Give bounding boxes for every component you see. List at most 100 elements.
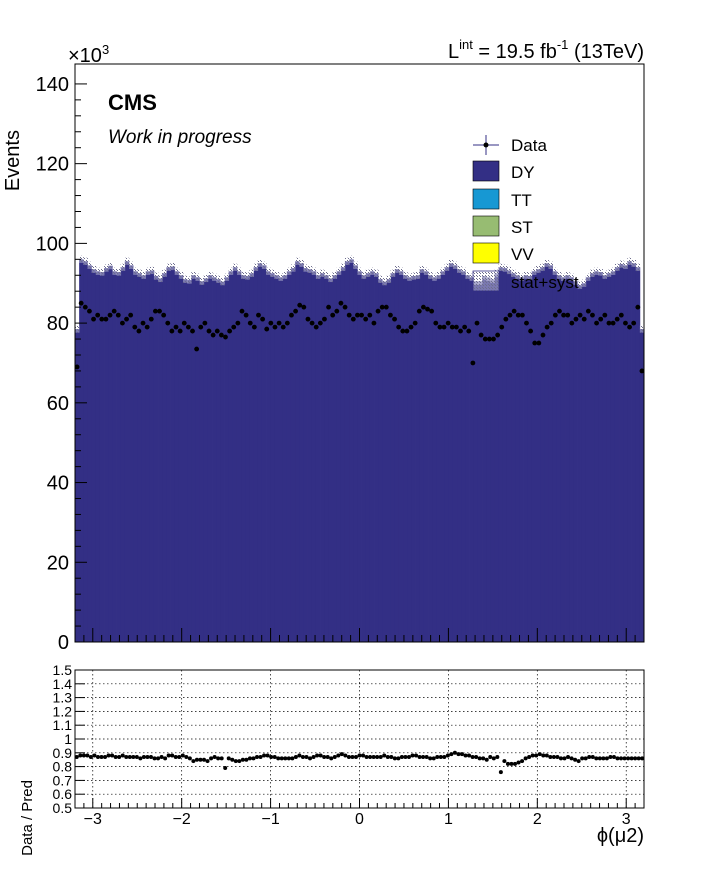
dy-bar — [448, 263, 454, 642]
data-point — [598, 316, 604, 322]
unc-box — [220, 278, 225, 286]
ratio-point — [629, 756, 634, 761]
ratio-point — [205, 759, 210, 764]
dy-bar — [490, 279, 495, 642]
unc-box — [428, 271, 433, 279]
dy-bar — [158, 278, 163, 642]
ratio-point — [117, 754, 122, 759]
dy-bar — [365, 273, 371, 642]
data-point — [317, 320, 323, 326]
dy-bar — [99, 272, 105, 642]
ratio-point — [558, 756, 563, 761]
unc-box — [266, 267, 271, 275]
ratio-point — [216, 756, 221, 761]
y-tick-label: 0 — [58, 632, 69, 654]
dy-bar — [174, 271, 180, 642]
ratio-point — [640, 756, 645, 761]
data-point — [206, 328, 212, 334]
y-tick-label: 60 — [47, 393, 69, 415]
ratio-point — [477, 756, 482, 761]
ratio-point — [467, 753, 472, 758]
unc-box — [590, 269, 595, 277]
dy-bar — [386, 279, 392, 642]
data-point — [91, 316, 96, 322]
data-point — [198, 324, 204, 330]
ratio-point — [498, 770, 503, 775]
dy-bar — [261, 265, 267, 642]
dy-bar — [594, 271, 599, 642]
main-y-axis-title: Events — [2, 130, 24, 191]
data-point — [482, 336, 488, 342]
dy-bar — [573, 281, 578, 642]
ratio-point — [346, 754, 351, 759]
data-point — [569, 320, 575, 326]
data-point — [425, 306, 430, 312]
unc-box — [332, 271, 338, 279]
legend-entry-vv: VV — [472, 242, 534, 264]
dy-bar — [241, 275, 246, 642]
unc-box — [270, 269, 275, 277]
x-tick-label: −1 — [261, 811, 279, 828]
unc-box — [623, 261, 628, 269]
ratio-point — [88, 754, 93, 759]
dy-bar — [108, 265, 113, 642]
unc-box — [394, 265, 400, 273]
legend: Data DY TT ST VV stat+syst — [472, 135, 579, 292]
data-point — [276, 320, 282, 326]
ratio-point — [163, 756, 168, 761]
data-point — [449, 324, 455, 330]
data-point — [491, 336, 496, 342]
dy-bar — [104, 268, 109, 642]
dy-bar — [531, 271, 537, 642]
ratio-point — [604, 756, 609, 761]
dy-bar — [419, 269, 425, 642]
ratio-point — [491, 756, 496, 761]
data-point — [313, 324, 319, 330]
unc-box — [178, 271, 184, 279]
dy-bar — [344, 261, 350, 642]
dy-bar — [224, 277, 230, 642]
unc-box — [506, 266, 512, 275]
data-point — [181, 320, 187, 326]
x-axis-title: ϕ(μ2) — [597, 825, 644, 847]
unc-box — [112, 267, 117, 275]
dy-bar — [581, 283, 587, 642]
unc-box — [519, 273, 524, 281]
data-point — [342, 304, 348, 310]
dy-bar — [182, 279, 188, 642]
dy-bar — [548, 265, 554, 642]
ratio-point — [378, 754, 383, 759]
data-point — [140, 320, 146, 326]
ratio-point — [438, 754, 443, 759]
unc-box — [448, 259, 454, 267]
data-point — [115, 312, 121, 318]
dy-bar — [469, 277, 475, 642]
data-point — [87, 308, 92, 314]
ratio-point — [594, 756, 599, 761]
ratio-point — [583, 756, 588, 761]
ratio-point — [364, 754, 369, 759]
ratio-point — [389, 754, 394, 759]
legend-label-data: Data — [511, 136, 547, 155]
dy-bar — [228, 271, 234, 642]
ratio-point — [103, 754, 108, 759]
dy-bar — [220, 281, 225, 642]
data-point — [289, 312, 294, 318]
dy-bar — [577, 285, 583, 642]
unc-box — [631, 259, 637, 267]
legend-entry-unc: stat+syst — [472, 270, 579, 292]
unc-box — [461, 267, 466, 275]
dy-bar — [361, 275, 367, 642]
unc-box — [531, 267, 537, 275]
unc-box — [349, 255, 354, 263]
data-point — [251, 324, 257, 330]
ratio-point — [534, 753, 539, 758]
data-point — [190, 328, 195, 334]
dy-bar — [560, 277, 566, 642]
ratio-point — [417, 754, 422, 759]
dy-bar — [299, 263, 304, 642]
data-point — [239, 308, 245, 314]
data-point — [301, 304, 307, 310]
dy-bar — [199, 281, 205, 642]
data-point — [218, 332, 224, 338]
